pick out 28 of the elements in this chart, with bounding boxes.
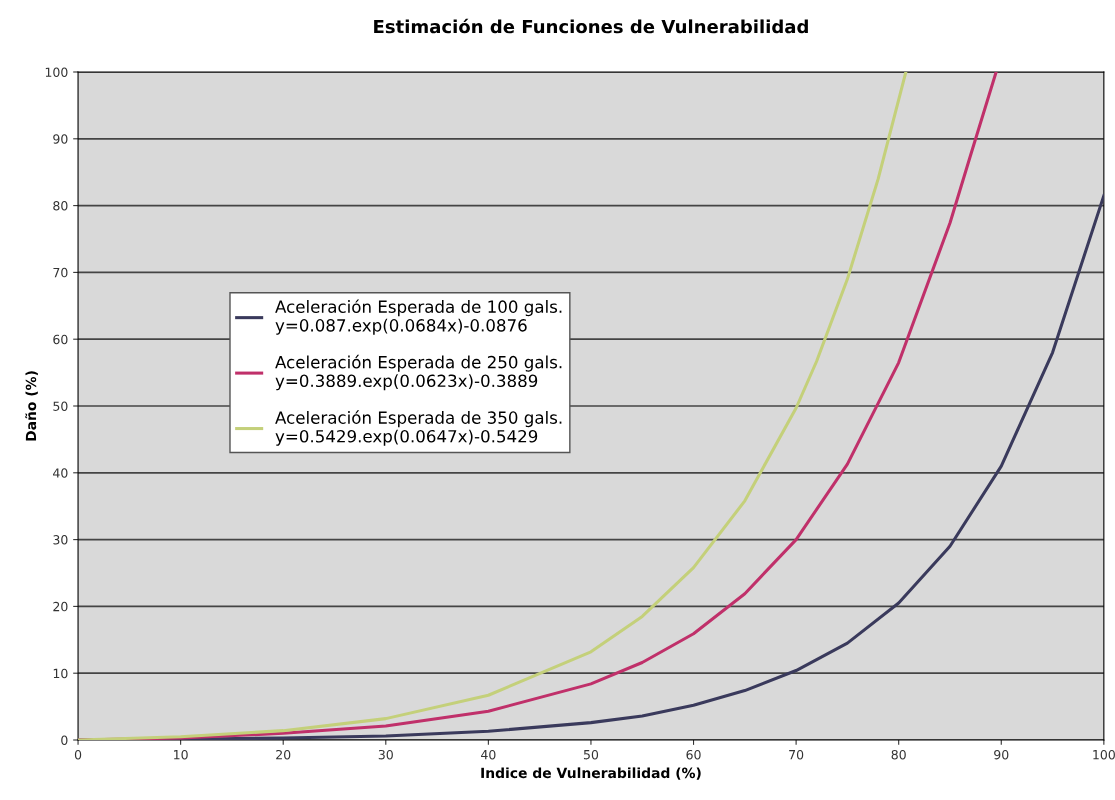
x-tick-label: 20 xyxy=(276,749,291,760)
y-tick-label: 30 xyxy=(53,535,68,545)
chart-title: Estimación de Funciones de Vulnerabilidad xyxy=(374,18,808,34)
x-tick-label: 90 xyxy=(994,749,1009,760)
x-tick-label: 40 xyxy=(481,749,496,760)
y-tick-label: 90 xyxy=(53,134,68,144)
x-tick-label: 70 xyxy=(789,749,804,760)
y-tick-label: 70 xyxy=(53,267,68,278)
x-tick-label: 30 xyxy=(378,749,393,760)
y-tick-label: 0 xyxy=(61,735,68,745)
y-tick-label: 60 xyxy=(53,334,68,345)
legend-label: Aceleración Esperada de 350 gals. y=0.5429.exp(0.0647x)-0.5429 xyxy=(275,410,562,446)
x-tick-label: 60 xyxy=(686,749,701,760)
y-tick-label: 50 xyxy=(53,401,68,411)
x-tick-label: 100 xyxy=(1093,749,1115,760)
legend-label: Aceleración Esperada de 250 gals. y=0.3889.exp(0.0623x)-0.3889 xyxy=(275,354,562,391)
legend-label: Aceleración Esperada de 100 gals. y=0.087.exp(0.0684x)-0.0876 xyxy=(275,299,562,335)
y-tick-label: 40 xyxy=(53,468,68,478)
x-tick-label: 0 xyxy=(74,749,82,760)
y-tick-label: 80 xyxy=(53,201,68,211)
y-axis-title: Daño (%) xyxy=(25,371,38,441)
y-tick-label: 10 xyxy=(53,668,68,679)
y-tick-label: 20 xyxy=(53,601,68,612)
x-axis-title: Indice de Vulnerabilidad (%) xyxy=(481,767,701,780)
x-tick-label: 50 xyxy=(583,749,599,760)
y-tick-label: 100 xyxy=(45,67,68,77)
x-tick-label: 10 xyxy=(174,749,188,760)
x-tick-label: 80 xyxy=(891,749,906,760)
